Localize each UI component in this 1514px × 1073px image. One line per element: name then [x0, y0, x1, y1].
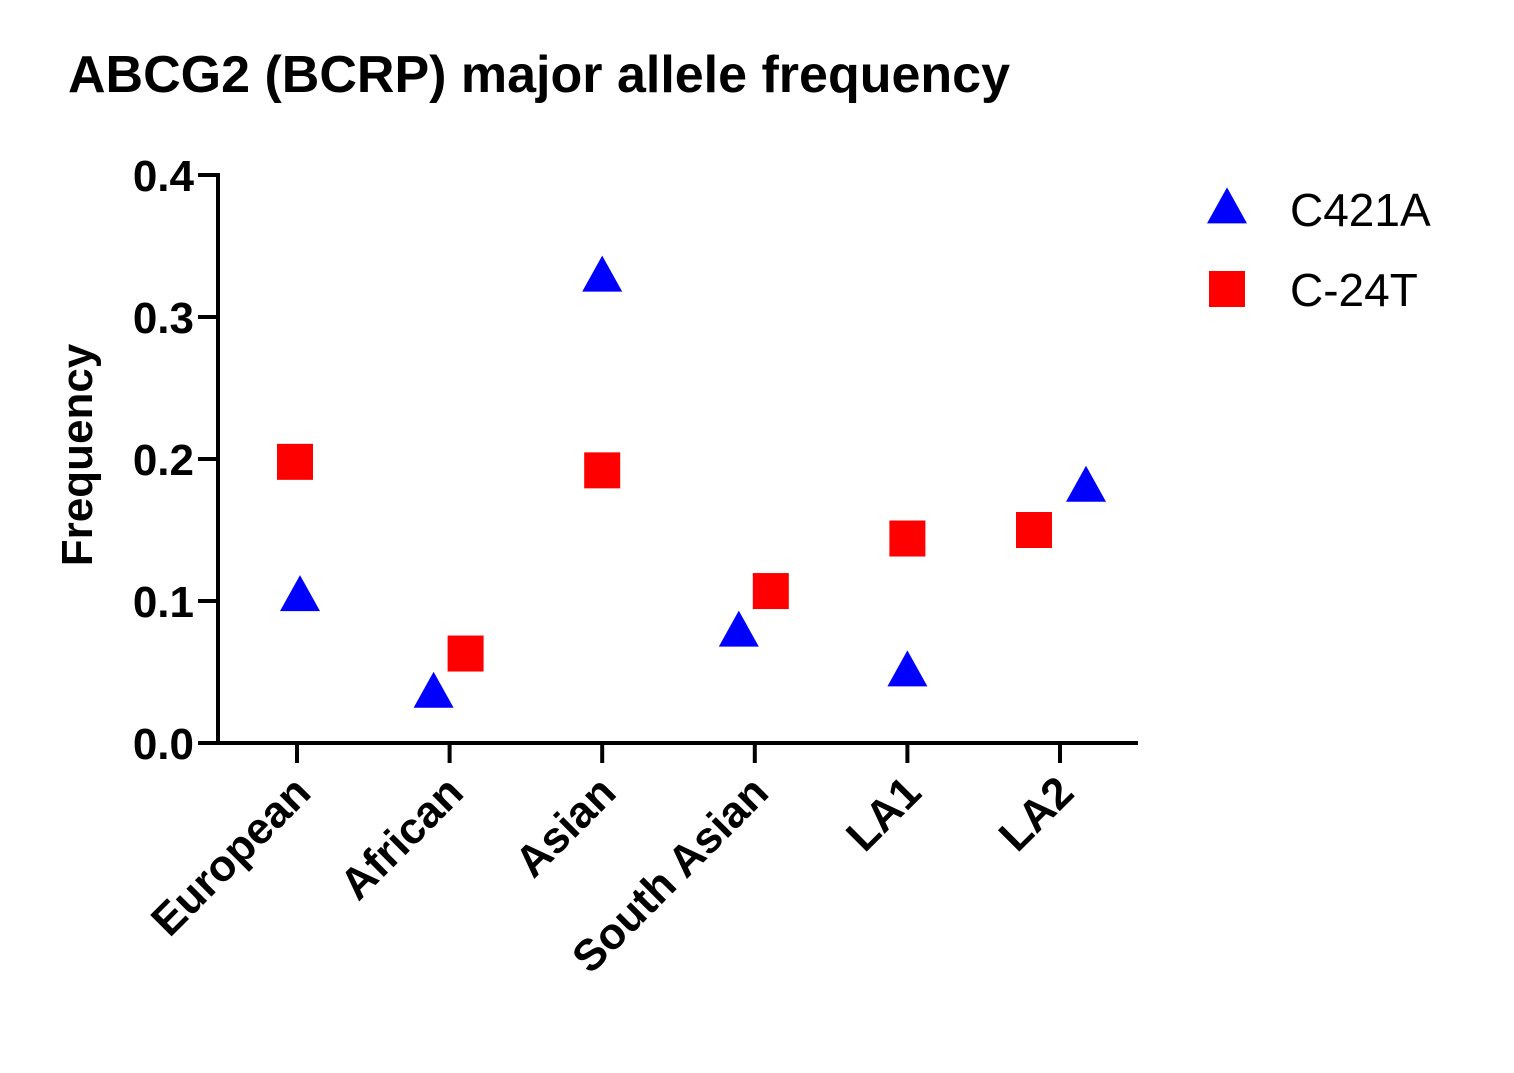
c421a-point: [280, 575, 320, 612]
legend-label: C-24T: [1290, 264, 1418, 316]
y-tick-label: 0.1: [133, 578, 194, 627]
x-tick-label: LA1: [837, 767, 930, 860]
c421a-point: [887, 650, 928, 687]
c-24t-point: [1016, 512, 1052, 548]
chart-title: ABCG2 (BCRP) major allele frequency: [68, 46, 1010, 104]
c421a-point: [718, 610, 759, 647]
x-tick-label: LA2: [990, 767, 1083, 860]
c-24t-point: [752, 573, 789, 610]
x-tick-label: European: [142, 767, 320, 945]
legend-marker-square: [1209, 271, 1245, 307]
c421a-point: [413, 671, 454, 708]
c-24t-point: [447, 635, 484, 672]
axes: [216, 173, 1138, 745]
c-24t-point: [277, 443, 313, 480]
legend-marker-triangle: [1207, 187, 1247, 224]
data-marks: [277, 255, 1106, 708]
y-tick-label: 0.4: [133, 152, 195, 201]
y-tick-label: 0.2: [133, 436, 194, 485]
y-tick-label: 0.0: [133, 720, 194, 769]
c-24t-point: [889, 520, 926, 557]
c-24t-point: [584, 452, 621, 489]
legend: C421A C-24T: [1207, 184, 1431, 316]
c421a-point: [582, 255, 623, 292]
x-tick-label: Asian: [506, 767, 625, 886]
c421a-point: [1066, 465, 1106, 502]
y-tick-label: 0.3: [133, 294, 194, 343]
y-axis-label: Frequency: [53, 343, 102, 566]
y-ticks: 0.0 0.1 0.2 0.3 0.4: [133, 152, 218, 769]
legend-label: C421A: [1290, 184, 1431, 236]
x-tick-label: African: [331, 767, 473, 909]
